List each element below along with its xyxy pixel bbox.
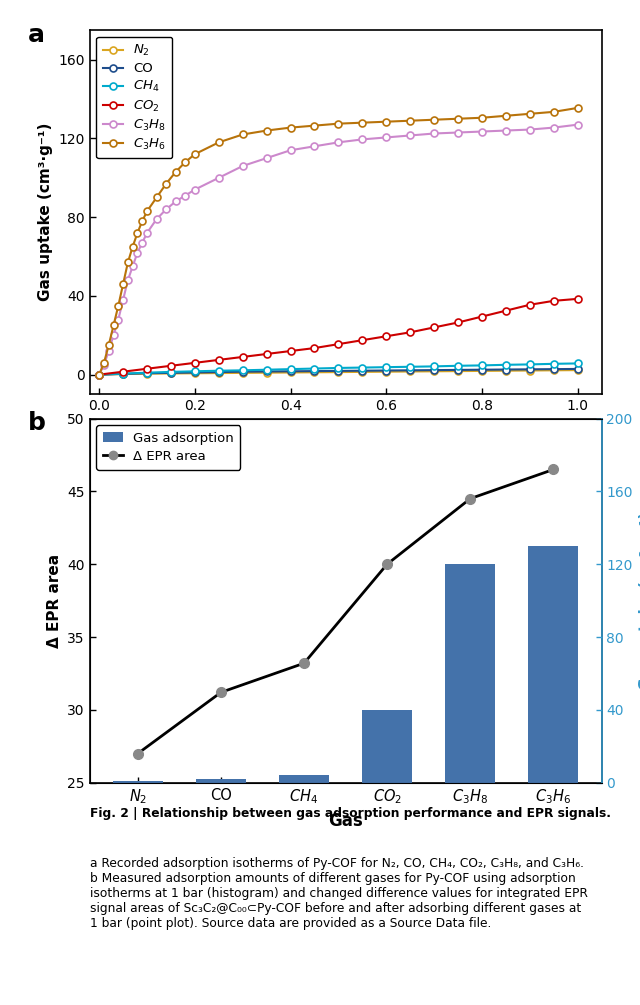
Bar (529, 546, 579, 783)
X-axis label: Gas: Gas (328, 812, 363, 830)
Text: a Recorded adsorption isotherms of Py-COF for N₂, CO, CH₄, CO₂, C₃H₈, and C₃H₆.
: a Recorded adsorption isotherms of Py-CO… (90, 856, 588, 930)
Legend: Gas adsorption, Δ EPR area: Gas adsorption, Δ EPR area (96, 425, 241, 469)
Bar (445, 564, 495, 783)
Legend: $N_2$, CO, $CH_4$, $CO_2$, $C_3H_8$, $C_3H_6$: $N_2$, CO, $CH_4$, $CO_2$, $C_3H_8$, $C_… (96, 37, 172, 158)
Bar (196, 779, 246, 783)
Y-axis label: Δ EPR area: Δ EPR area (47, 554, 61, 647)
Bar (279, 776, 329, 783)
Y-axis label: Gas uptake (cm³·g⁻¹): Gas uptake (cm³·g⁻¹) (639, 512, 640, 689)
X-axis label: Absolute pressure (bar): Absolute pressure (bar) (234, 419, 457, 437)
Bar (362, 710, 412, 783)
Text: b: b (28, 411, 46, 435)
Y-axis label: Gas uptake (cm³·g⁻¹): Gas uptake (cm³·g⁻¹) (38, 123, 52, 302)
Bar (113, 781, 163, 783)
Text: Fig. 2 | Relationship between gas adsorption performance and EPR signals.: Fig. 2 | Relationship between gas adsorp… (90, 807, 611, 820)
Text: a: a (28, 23, 45, 47)
